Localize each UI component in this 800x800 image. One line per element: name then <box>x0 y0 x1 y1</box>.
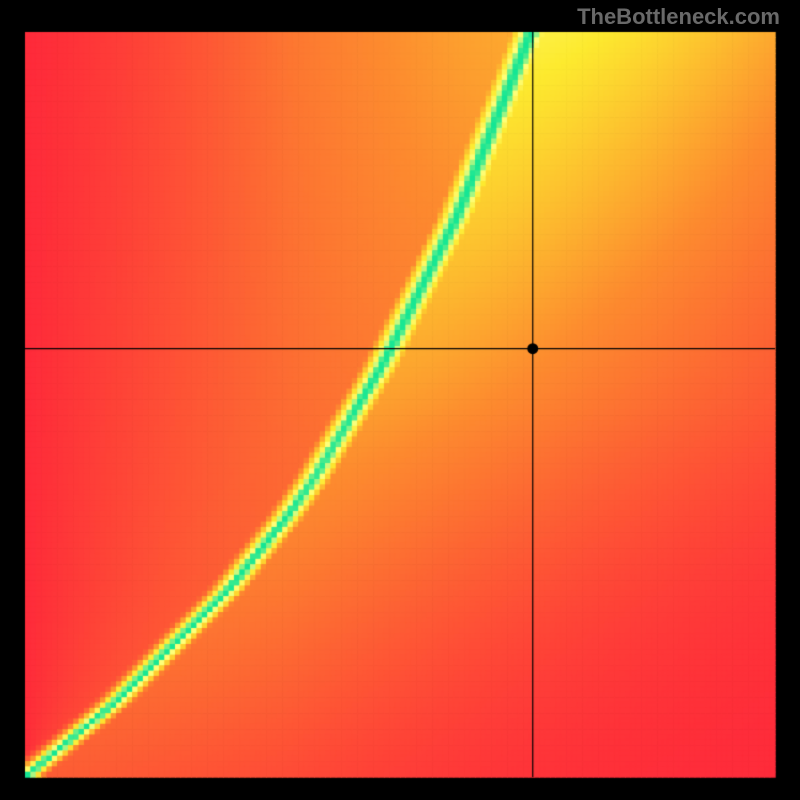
chart-container: TheBottleneck.com <box>0 0 800 800</box>
heatmap-canvas <box>0 0 800 800</box>
watermark-text: TheBottleneck.com <box>577 4 780 30</box>
